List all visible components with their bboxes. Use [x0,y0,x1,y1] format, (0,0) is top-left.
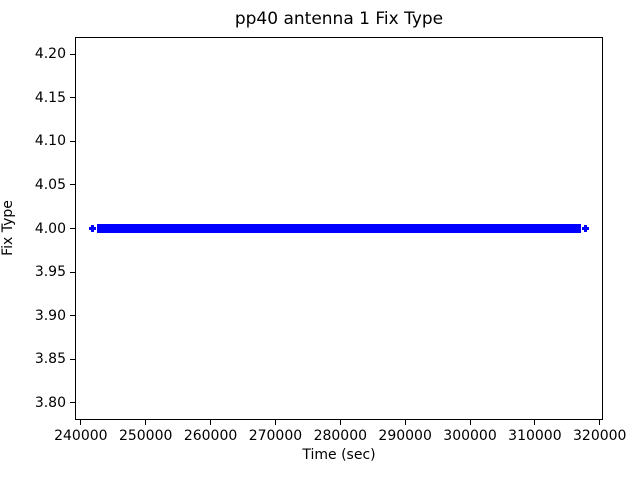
y-tick-label: 4.10 [34,133,66,150]
y-tick-mark [70,140,75,142]
x-tick-label: 310000 [508,428,562,444]
x-tick-label: 240000 [54,428,108,444]
x-tick-label: 280000 [313,428,368,444]
x-tick-label: 320000 [573,428,627,444]
x-tick-mark [469,420,471,425]
x-tick-mark [404,420,406,425]
y-tick-mark [70,271,75,273]
y-tick-mark [70,402,75,404]
y-tick-label: 3.90 [34,307,66,324]
x-tick-label: 290000 [378,428,432,444]
data-line-series [96,224,581,233]
y-tick-label: 4.00 [34,220,66,237]
data-point-marker-icon [90,225,94,232]
y-tick-mark [70,358,75,360]
y-tick-mark [70,315,75,317]
x-tick-label: 300000 [443,428,497,444]
y-tick-label: 3.80 [34,394,66,411]
y-tick-label: 3.85 [34,351,66,368]
x-tick-mark [210,420,212,425]
x-tick-mark [80,420,82,425]
y-tick-mark [70,97,75,99]
x-tick-mark [339,420,341,425]
y-axis-label: Fix Type [0,200,16,256]
x-tick-mark [534,420,536,425]
chart-title: pp40 antenna 1 Fix Type [234,9,444,29]
y-tick-label: 4.15 [34,89,66,106]
x-tick-label: 270000 [248,428,303,444]
data-point-marker-icon [583,225,587,232]
y-tick-mark [70,228,75,229]
x-tick-mark [145,420,147,425]
y-tick-label: 4.05 [34,176,66,193]
x-tick-label: 250000 [118,428,173,444]
y-tick-label: 3.95 [34,264,66,281]
x-axis-label: Time (sec) [302,447,376,463]
x-tick-label: 260000 [183,428,238,444]
y-tick-mark [70,184,75,186]
y-tick-label: 4.20 [34,46,66,63]
x-tick-mark [274,420,276,425]
x-tick-mark [599,420,601,425]
y-tick-mark [70,53,75,55]
